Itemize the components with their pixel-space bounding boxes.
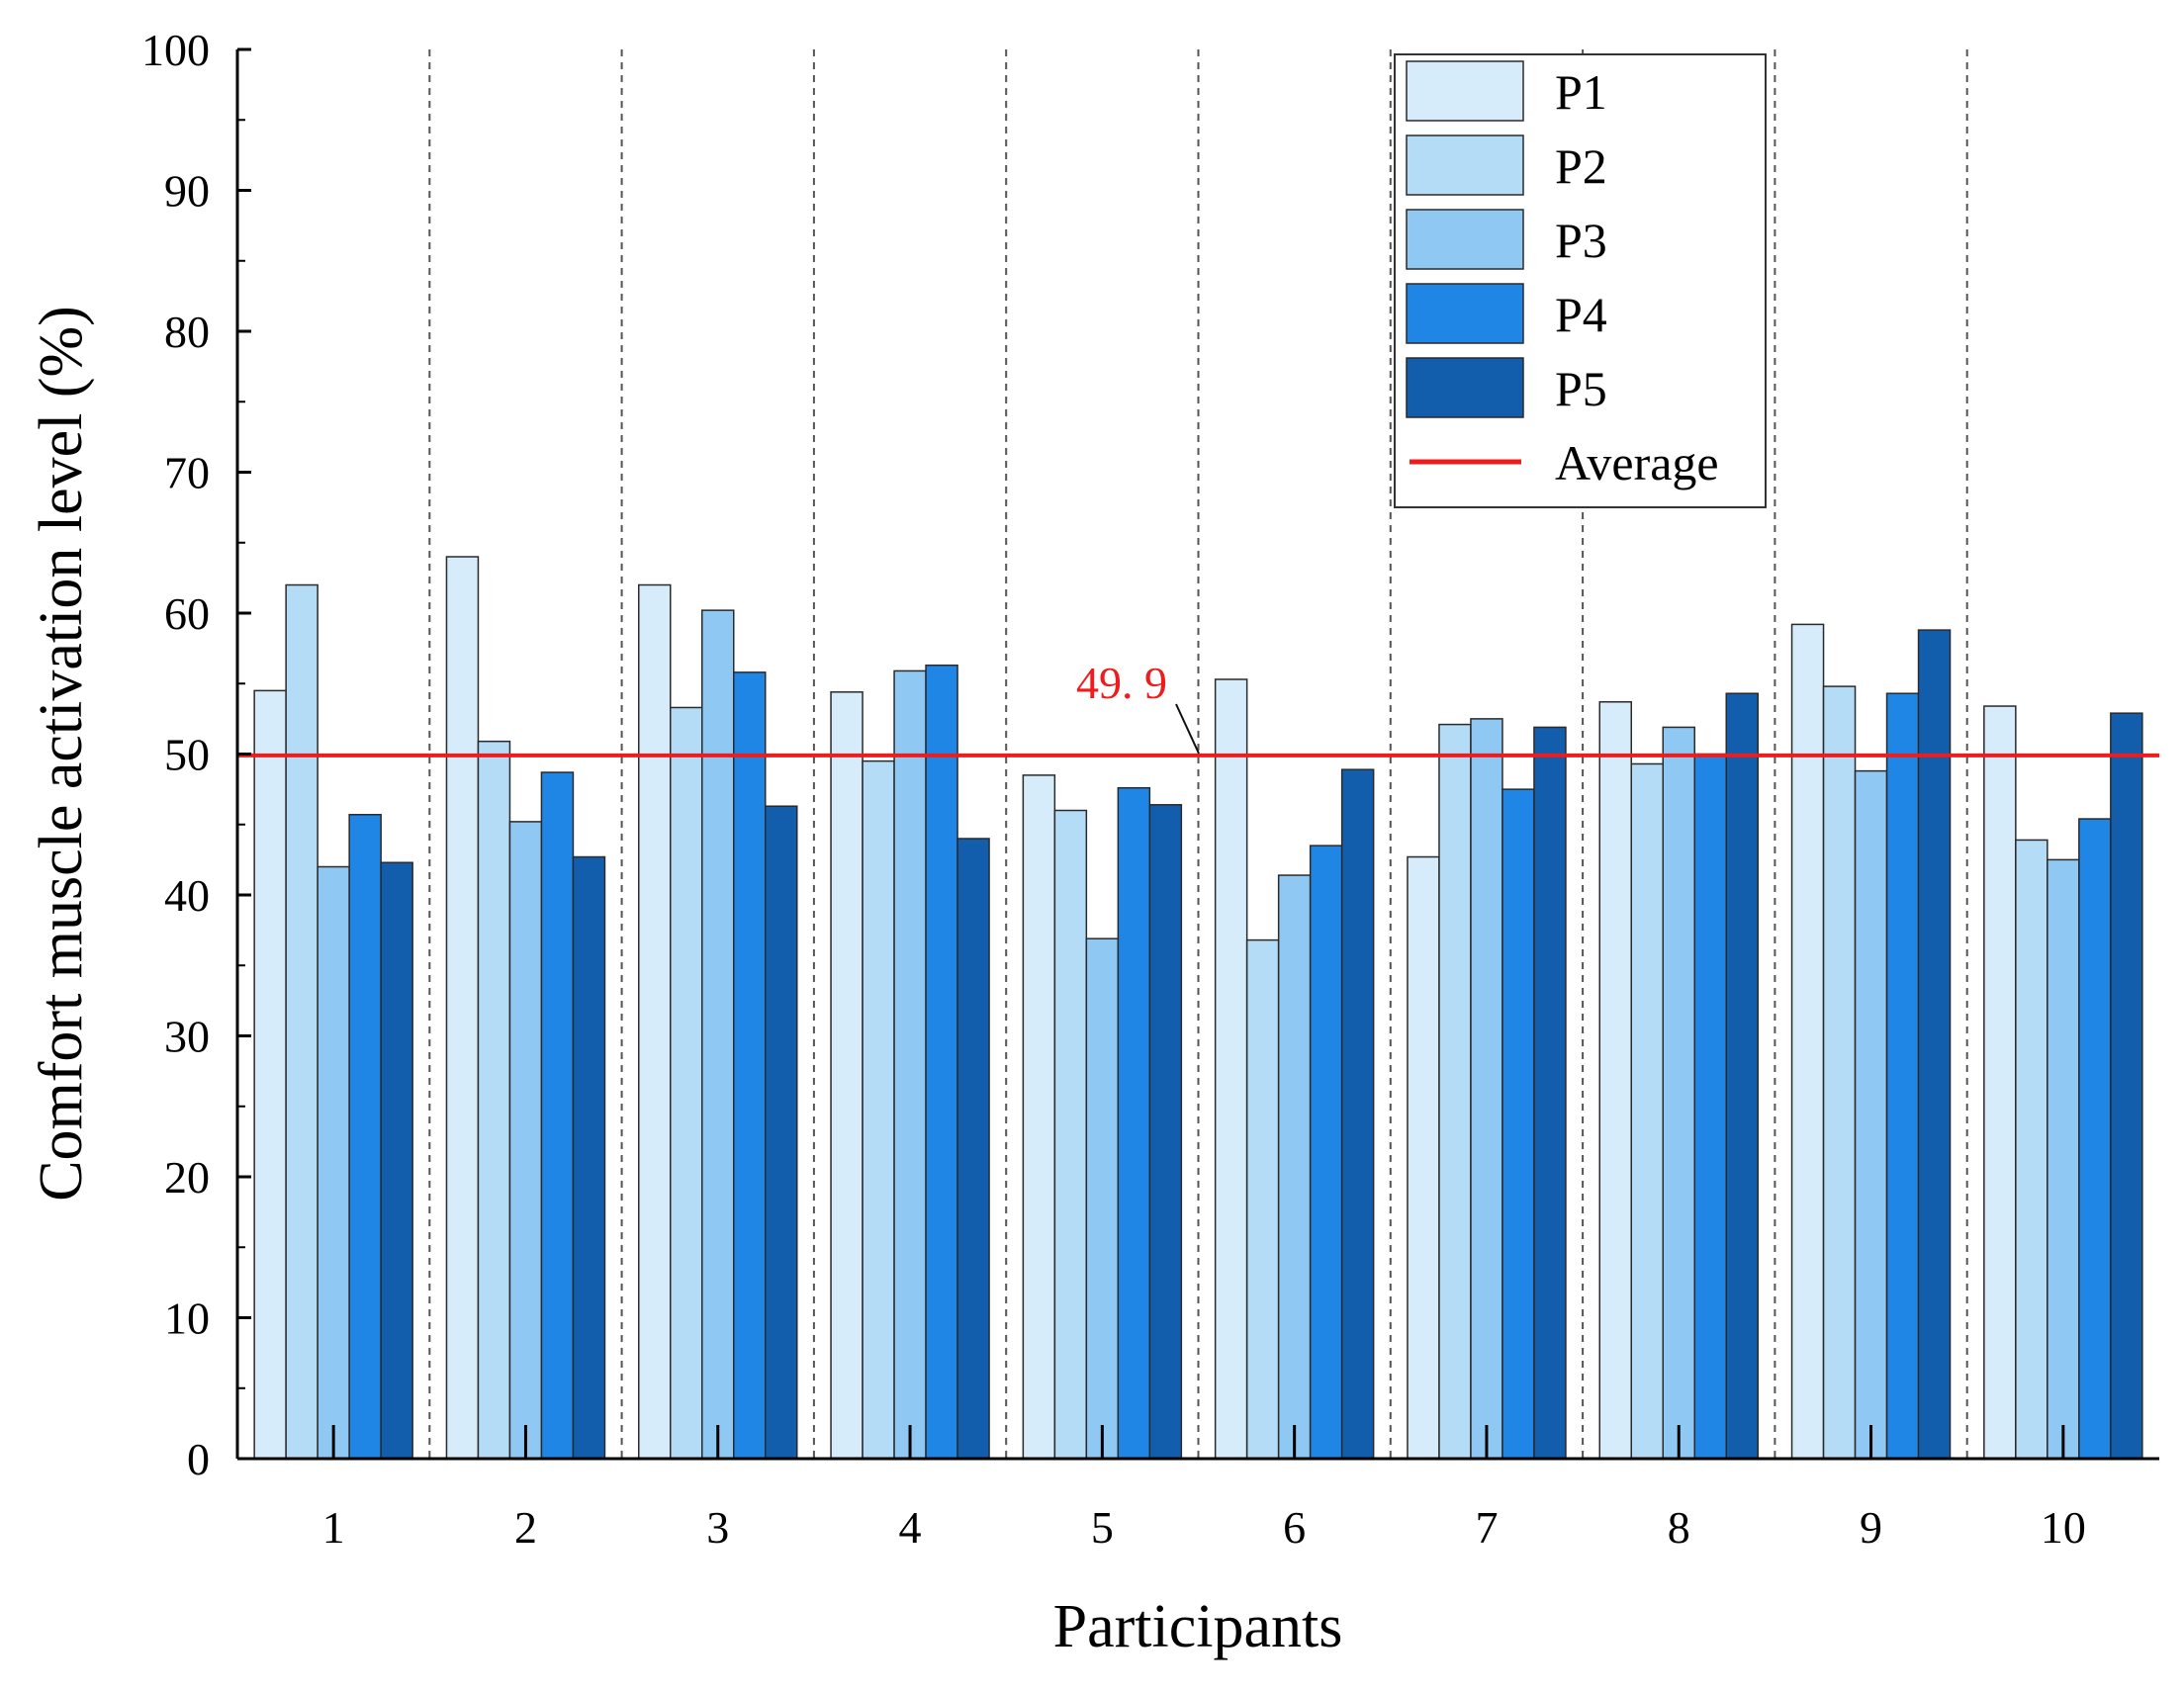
bar-p3-participant-6 — [1277, 874, 1312, 1460]
bar-p1-participant-8 — [1598, 701, 1632, 1460]
bar-p3-participant-3 — [701, 609, 735, 1460]
bar-p4-participant-5 — [1117, 786, 1151, 1460]
bar-p3-participant-7 — [1470, 718, 1503, 1460]
bar-p4-participant-4 — [925, 664, 958, 1460]
bar-p4-participant-8 — [1693, 753, 1727, 1460]
bar-p2-participant-7 — [1438, 723, 1472, 1460]
y-tick-label: 80 — [164, 307, 210, 357]
bar-p3-participant-1 — [317, 865, 350, 1460]
bar-p2-participant-4 — [862, 759, 895, 1460]
bar-p1-participant-10 — [1983, 705, 2017, 1460]
bar-p4-participant-1 — [348, 814, 382, 1460]
y-tick-label: 20 — [164, 1152, 210, 1203]
group-separators — [428, 49, 1968, 1459]
bar-p5-participant-8 — [1725, 692, 1759, 1460]
x-tick-label: 3 — [706, 1502, 729, 1553]
bar-p4-participant-7 — [1502, 788, 1535, 1460]
bar-p5-participant-4 — [956, 838, 990, 1460]
y-tick-label: 0 — [187, 1434, 210, 1484]
bar-p4-participant-10 — [2078, 818, 2112, 1460]
x-tick-label: 5 — [1091, 1502, 1114, 1553]
legend-label-p4: P4 — [1555, 287, 1607, 342]
legend-swatch-p5 — [1406, 357, 1524, 418]
x-tick-label: 4 — [899, 1502, 922, 1553]
average-layer: 49. 9 — [237, 658, 2159, 758]
bar-p4-participant-9 — [1885, 692, 1920, 1460]
y-tick-label: 30 — [164, 1012, 210, 1062]
bar-p3-participant-5 — [1085, 937, 1120, 1460]
bar-p5-participant-10 — [2110, 712, 2143, 1460]
x-axis-ticks: 1 2 3 4 5 6 7 8 9 10 — [322, 1425, 2086, 1553]
y-tick-label: 70 — [164, 448, 210, 498]
bar-p4-participant-2 — [540, 771, 575, 1460]
bar-p5-participant-7 — [1533, 726, 1567, 1460]
bar-p1-participant-3 — [638, 583, 672, 1460]
y-tick-label: 40 — [164, 870, 210, 921]
legend-swatch-p3 — [1406, 209, 1524, 270]
bar-p5-participant-5 — [1148, 804, 1183, 1460]
bar-p3-participant-9 — [1854, 769, 1888, 1460]
legend: P1 P2 P3 P4 P5 Average — [1394, 53, 1767, 508]
legend-swatch-p4 — [1406, 283, 1524, 344]
y-tick-label: 60 — [164, 588, 210, 639]
bar-p5-participant-1 — [380, 861, 413, 1460]
legend-swatch-p2 — [1406, 134, 1524, 196]
y-axis-title: Comfort muscle activation level (%) — [28, 306, 95, 1202]
bar-p4-participant-3 — [733, 671, 767, 1460]
bar-p1-participant-2 — [445, 556, 480, 1460]
legend-label-p3: P3 — [1555, 213, 1607, 268]
legend-label-p1: P1 — [1555, 64, 1607, 120]
y-tick-label: 10 — [164, 1293, 210, 1344]
bar-p1-participant-5 — [1022, 774, 1056, 1460]
x-tick-label: 10 — [2041, 1502, 2086, 1553]
bar-p5-participant-3 — [765, 805, 798, 1460]
bar-p4-participant-6 — [1309, 845, 1343, 1460]
legend-box — [1394, 53, 1767, 508]
x-axis-title: Participants — [1053, 1593, 1343, 1660]
legend-label-average: Average — [1555, 435, 1719, 490]
bar-p2-participant-2 — [477, 740, 511, 1460]
y-tick-label: 50 — [164, 730, 210, 780]
x-tick-label: 8 — [1668, 1502, 1690, 1553]
x-tick-label: 1 — [322, 1502, 345, 1553]
y-tick-label: 90 — [164, 166, 210, 217]
average-value-label: 49. 9 — [1076, 658, 1167, 708]
bar-p1-participant-7 — [1407, 855, 1440, 1460]
x-tick-label: 6 — [1283, 1502, 1306, 1553]
bar-p2-participant-5 — [1053, 809, 1088, 1460]
bar-p2-participant-3 — [670, 706, 703, 1460]
bar-p2-participant-10 — [2015, 839, 2048, 1460]
legend-swatch-p1 — [1406, 60, 1524, 122]
legend-label-p2: P2 — [1555, 138, 1607, 194]
x-tick-label: 2 — [514, 1502, 537, 1553]
bar-p2-participant-6 — [1245, 938, 1280, 1460]
x-tick-label: 9 — [1860, 1502, 1882, 1553]
bar-p5-participant-6 — [1340, 768, 1375, 1460]
bar-p2-participant-1 — [285, 583, 318, 1460]
y-tick-label: 100 — [141, 25, 210, 75]
bar-p3-participant-8 — [1662, 726, 1695, 1460]
bar-p3-participant-10 — [2047, 858, 2080, 1460]
bar-p1-participant-1 — [253, 689, 287, 1460]
bar-p2-participant-8 — [1630, 762, 1664, 1460]
bar-p1-participant-4 — [830, 691, 864, 1460]
bar-p1-participant-6 — [1214, 678, 1248, 1460]
bar-p2-participant-9 — [1822, 685, 1857, 1460]
bar-p5-participant-2 — [572, 855, 606, 1460]
x-tick-label: 7 — [1475, 1502, 1498, 1553]
bar-p3-participant-4 — [893, 669, 927, 1460]
bar-p5-participant-9 — [1917, 629, 1952, 1460]
bar-p1-participant-9 — [1790, 623, 1825, 1460]
legend-label-p5: P5 — [1555, 361, 1607, 416]
y-axis-ticks: 0 10 20 30 40 50 60 70 80 90 100 — [141, 25, 251, 1484]
bar-p3-participant-2 — [508, 821, 543, 1460]
average-callout-leader — [1175, 703, 1200, 755]
